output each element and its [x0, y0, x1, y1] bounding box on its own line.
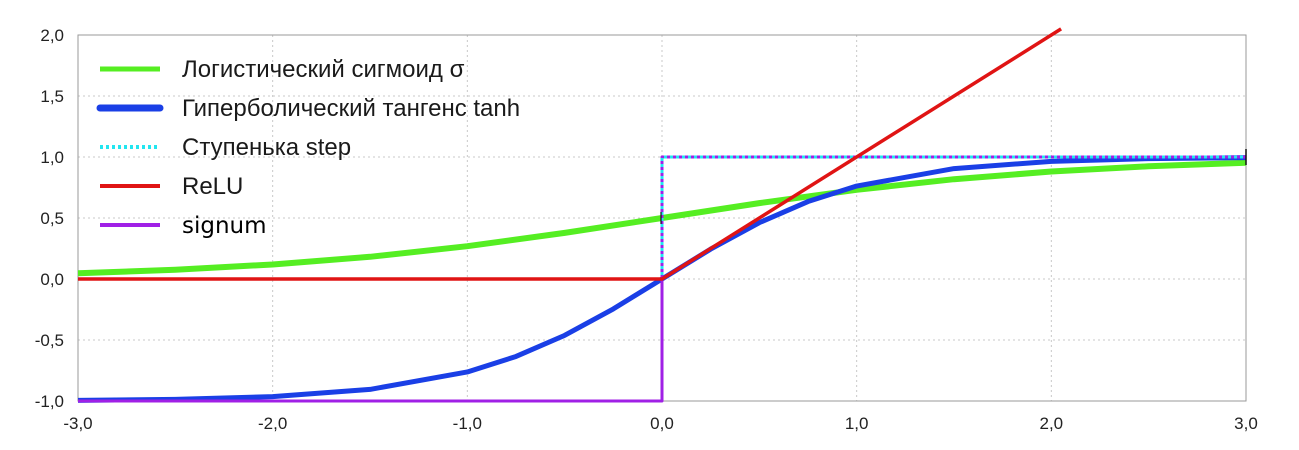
legend: Логистический сигмоид σ Гиперболический т…: [96, 56, 520, 239]
x-tick-label: 0,0: [650, 414, 674, 433]
y-tick-label: 2,0: [40, 26, 64, 45]
series-line-3: [78, 27, 1062, 281]
legend-label-3: ReLU: [182, 173, 243, 200]
x-tick-label: -1,0: [453, 414, 482, 433]
series-layer: [77, 27, 1247, 403]
y-tick-label: 0,5: [40, 209, 64, 228]
y-tick-label: -0,5: [35, 331, 64, 350]
legend-label-4: signum: [182, 213, 267, 239]
y-tick-label: 1,5: [40, 87, 64, 106]
x-tick-label: 1,0: [845, 414, 869, 433]
legend-label-2: Ступенька step: [182, 134, 351, 161]
tick-labels: -3,0 -2,0 -1,0 0,0 1,0 2,0 3,0 2,0 1,5 1,0 0,5 0,0 -…: [35, 26, 1258, 433]
y-tick-label: -1,0: [35, 392, 64, 411]
x-tick-label: 2,0: [1040, 414, 1064, 433]
y-tick-label: 1,0: [40, 148, 64, 167]
legend-label-1: Гиперболический тангенс tanh: [182, 95, 520, 122]
x-tick-label: 3,0: [1234, 414, 1258, 433]
y-tick-label: 0,0: [40, 270, 64, 289]
legend-label-0: Логистический сигмоид σ: [182, 56, 465, 83]
x-tick-label: -2,0: [258, 414, 287, 433]
series-line-2: [78, 155, 1246, 281]
x-tick-label: -3,0: [63, 414, 92, 433]
